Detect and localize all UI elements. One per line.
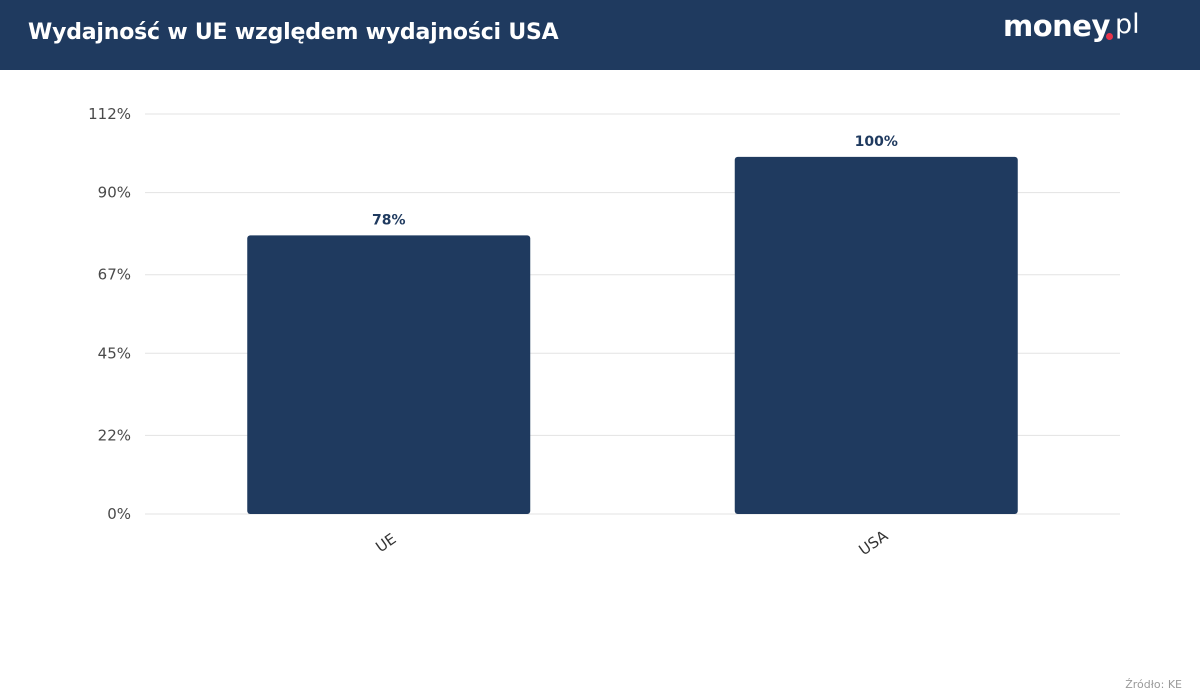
y-tick-label: 45% — [98, 344, 131, 362]
bar-usa — [734, 156, 1018, 514]
y-tick-label: 67% — [98, 266, 131, 284]
bar-ue — [247, 235, 531, 514]
y-tick-label: 112% — [88, 105, 131, 123]
page-title: Wydajność w UE względem wydajności USA — [28, 20, 559, 45]
source-note: Źródło: KE — [1125, 678, 1182, 691]
money-pl-logo: money pl — [1003, 4, 1153, 52]
x-tick-label: UE — [372, 530, 399, 556]
y-tick-label: 0% — [107, 505, 131, 523]
logo-tld-text: pl — [1115, 9, 1140, 40]
y-tick-label: 90% — [98, 184, 131, 202]
logo-dot-icon — [1106, 33, 1113, 40]
data-label: 78% — [372, 212, 406, 228]
data-label: 100% — [855, 134, 898, 150]
y-tick-label: 22% — [98, 426, 131, 444]
logo-brand-text: money — [1003, 9, 1110, 43]
bar-chart: 0% 22% 45% 67% 90% 112% 78% UE 100% USA — [88, 105, 1120, 559]
header-bar: Wydajność w UE względem wydajności USA m… — [0, 0, 1200, 70]
x-tick-label: USA — [856, 526, 892, 559]
